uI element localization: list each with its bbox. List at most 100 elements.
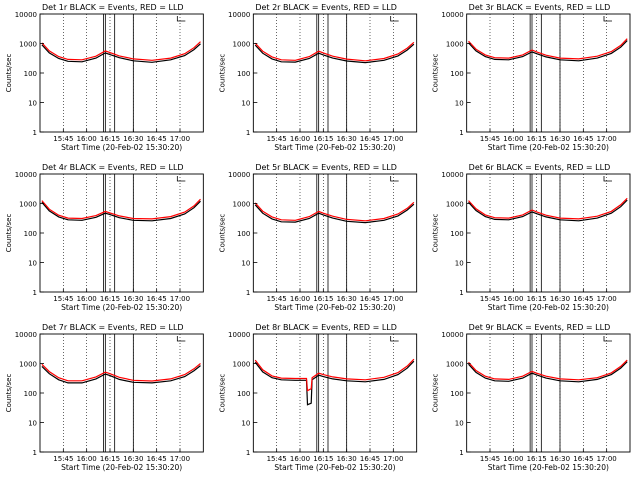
y-tick-label: 1 bbox=[459, 289, 463, 297]
panel-title: Det 3r BLACK = Events, RED = LLD bbox=[469, 3, 611, 12]
plot-frame bbox=[466, 173, 631, 293]
x-axis-label: Start Time (20-Feb-02 15:30:20) bbox=[61, 303, 182, 312]
y-tick-label: 10000 bbox=[15, 171, 37, 179]
panel-det-1: Det 1r BLACK = Events, RED = LLD 1 10 100 10… bbox=[5, 3, 204, 152]
x-tick-label: 16:15 bbox=[313, 455, 333, 463]
x-tick-label: 16:00 bbox=[290, 135, 310, 143]
x-tick-label: 16:15 bbox=[527, 295, 547, 303]
legend-symbol bbox=[390, 336, 399, 342]
panel-title: Det 4r BLACK = Events, RED = LLD bbox=[42, 163, 184, 172]
plot-frame bbox=[252, 173, 418, 293]
x-tick-label: 16:15 bbox=[313, 135, 333, 143]
y-tick-label: 10000 bbox=[228, 331, 250, 339]
x-tick-label: 16:45 bbox=[360, 455, 380, 463]
x-tick-label: 15:45 bbox=[53, 455, 73, 463]
legend-symbol bbox=[603, 16, 612, 22]
series-lld bbox=[254, 201, 415, 222]
panel-det-6: Det 6r BLACK = Events, RED = LLD 1 10 100 10… bbox=[432, 163, 631, 312]
plot-frame bbox=[39, 13, 204, 133]
y-axis-label: Counts/sec bbox=[218, 214, 226, 253]
x-tick-label: 16:15 bbox=[100, 135, 120, 143]
y-tick-label: 10 bbox=[241, 100, 250, 108]
x-tick-label: 16:15 bbox=[100, 295, 120, 303]
x-tick-label: 16:30 bbox=[123, 295, 143, 303]
x-tick-label: 16:45 bbox=[147, 455, 167, 463]
y-tick-label: 1 bbox=[459, 449, 463, 457]
y-axis-label: Counts/sec bbox=[5, 214, 13, 253]
series-events bbox=[254, 360, 415, 406]
y-tick-label: 10000 bbox=[15, 11, 37, 19]
y-tick-label: 1000 bbox=[233, 41, 251, 49]
x-tick-label: 16:00 bbox=[503, 135, 523, 143]
x-tick-label: 16:45 bbox=[360, 295, 380, 303]
y-tick-label: 100 bbox=[237, 230, 250, 238]
series-events bbox=[41, 200, 201, 222]
y-tick-label: 1 bbox=[246, 449, 250, 457]
panel-title: Det 8r BLACK = Events, RED = LLD bbox=[255, 323, 397, 332]
x-tick-label: 16:00 bbox=[290, 455, 310, 463]
y-tick-label: 10 bbox=[28, 420, 37, 428]
y-tick-label: 1 bbox=[33, 289, 37, 297]
x-axis-label: Start Time (20-Feb-02 15:30:20) bbox=[274, 463, 395, 472]
x-tick-label: 16:45 bbox=[573, 295, 593, 303]
y-tick-label: 1 bbox=[246, 129, 250, 137]
x-tick-label: 15:45 bbox=[53, 135, 73, 143]
x-tick-label: 16:15 bbox=[527, 455, 547, 463]
x-tick-label: 17:00 bbox=[170, 455, 190, 463]
x-tick-label: 16:30 bbox=[123, 455, 143, 463]
x-tick-label: 17:00 bbox=[597, 135, 617, 143]
x-tick-label: 15:45 bbox=[53, 295, 73, 303]
series-events bbox=[41, 365, 201, 384]
x-tick-label: 16:15 bbox=[313, 295, 333, 303]
x-tick-label: 16:00 bbox=[77, 455, 97, 463]
y-tick-label: 10000 bbox=[15, 331, 37, 339]
x-tick-label: 16:30 bbox=[550, 455, 570, 463]
x-tick-label: 17:00 bbox=[597, 455, 617, 463]
y-tick-label: 100 bbox=[237, 70, 250, 78]
panel-title: Det 9r BLACK = Events, RED = LLD bbox=[469, 323, 611, 332]
y-tick-label: 10 bbox=[455, 420, 464, 428]
series-events bbox=[41, 43, 201, 63]
legend-symbol bbox=[176, 176, 186, 182]
plot-frame bbox=[39, 173, 204, 293]
plot-frame bbox=[252, 13, 418, 133]
y-tick-label: 10 bbox=[241, 260, 250, 268]
y-tick-label: 10 bbox=[455, 100, 464, 108]
x-axis-label: Start Time (20-Feb-02 15:30:20) bbox=[274, 143, 395, 152]
x-tick-label: 17:00 bbox=[170, 135, 190, 143]
x-tick-label: 16:45 bbox=[147, 135, 167, 143]
y-tick-label: 100 bbox=[24, 390, 37, 398]
x-axis-label: Start Time (20-Feb-02 15:30:20) bbox=[61, 143, 182, 152]
x-tick-label: 16:45 bbox=[147, 295, 167, 303]
x-tick-label: 16:00 bbox=[77, 295, 97, 303]
y-axis-label: Counts/sec bbox=[432, 374, 440, 413]
x-tick-label: 16:00 bbox=[503, 295, 523, 303]
y-tick-label: 10 bbox=[28, 100, 37, 108]
x-tick-label: 16:30 bbox=[550, 295, 570, 303]
x-tick-label: 17:00 bbox=[383, 295, 403, 303]
plot-frame bbox=[39, 333, 204, 453]
legend-symbol bbox=[176, 16, 186, 22]
x-tick-label: 15:45 bbox=[267, 135, 287, 143]
series-lld bbox=[41, 41, 201, 61]
y-tick-label: 10 bbox=[455, 260, 464, 268]
y-tick-label: 100 bbox=[24, 230, 37, 238]
legend-symbol bbox=[603, 176, 612, 182]
series-events bbox=[254, 203, 415, 224]
x-tick-label: 17:00 bbox=[597, 295, 617, 303]
panel-det-4: Det 4r BLACK = Events, RED = LLD 1 10 100 10… bbox=[5, 163, 204, 312]
x-tick-label: 17:00 bbox=[170, 295, 190, 303]
series-lld bbox=[41, 198, 201, 220]
y-tick-label: 10000 bbox=[441, 171, 463, 179]
x-tick-label: 16:00 bbox=[290, 295, 310, 303]
y-tick-label: 10000 bbox=[441, 11, 463, 19]
x-axis-label: Start Time (20-Feb-02 15:30:20) bbox=[488, 303, 609, 312]
x-tick-label: 16:00 bbox=[503, 455, 523, 463]
series-events bbox=[468, 40, 628, 62]
y-tick-label: 1 bbox=[246, 289, 250, 297]
x-tick-label: 15:45 bbox=[480, 295, 500, 303]
panel-title: Det 1r BLACK = Events, RED = LLD bbox=[42, 3, 184, 12]
y-tick-label: 100 bbox=[24, 70, 37, 78]
panel-det-7: Det 7r BLACK = Events, RED = LLD 1 10 100 10… bbox=[5, 323, 204, 472]
